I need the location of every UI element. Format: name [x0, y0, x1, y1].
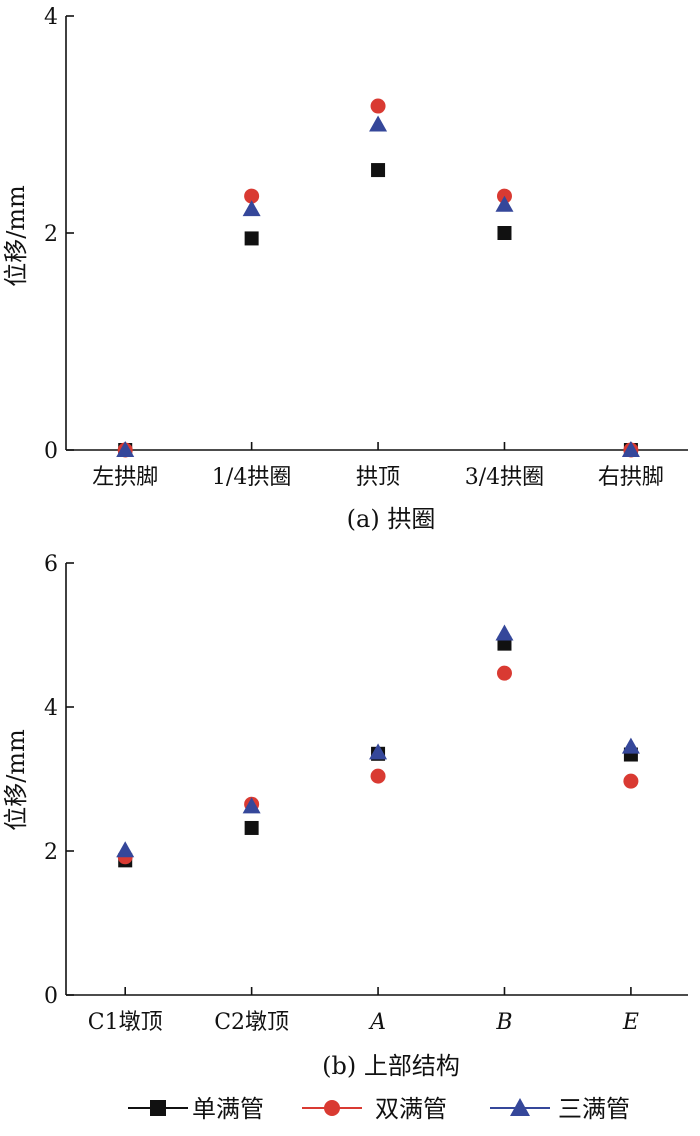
point-a-double-2 — [370, 98, 386, 114]
point-b-triple-3 — [495, 624, 514, 641]
x-tick-label-b-3: B — [495, 1010, 512, 1035]
x-tick-label-a-3: 3/4拱圈 — [465, 465, 544, 490]
point-a-triple-1 — [242, 200, 261, 217]
point-b-triple-2 — [369, 743, 388, 760]
point-a-single-3 — [497, 226, 512, 240]
x-tick-label-b-0: C1墩顶 — [88, 1010, 163, 1035]
point-a-single-2 — [371, 163, 386, 178]
point-b-triple-4 — [621, 737, 640, 754]
legend-marker-circle — [324, 1100, 340, 1116]
point-b-triple-1 — [242, 797, 261, 814]
point-b-double-3 — [496, 665, 512, 681]
point-b-single-1 — [244, 820, 259, 835]
legend-item-double: 双满管 — [302, 1095, 447, 1123]
point-a-triple-2 — [369, 115, 388, 132]
y-axis-title-a: 位移/mm — [2, 185, 30, 287]
x-tick-label-a-0: 左拱脚 — [92, 465, 158, 490]
y-tick-label-b-1: 2 — [44, 840, 58, 865]
legend-label-single: 单满管 — [192, 1095, 264, 1123]
legend-label-double: 双满管 — [375, 1095, 447, 1123]
legend-label-triple: 三满管 — [558, 1095, 630, 1123]
x-tick-label-a-2: 拱顶 — [356, 465, 400, 490]
point-b-double-2 — [370, 768, 386, 784]
x-tick-label-a-1: 1/4拱圈 — [212, 465, 291, 490]
x-tick-label-b-2: A — [368, 1010, 386, 1035]
chart-panel-a: 0 2 4 左拱脚 1/4拱圈 拱顶 3/4拱圈 右拱脚 位移/mm (a) 拱圈 — [2, 5, 688, 533]
y-tick-label-b-0: 0 — [44, 984, 58, 1009]
point-a-triple-4 — [621, 441, 640, 457]
caption-b: (b) 上部结构 — [322, 1052, 460, 1080]
point-a-triple-3 — [495, 195, 514, 212]
legend-marker-square — [150, 1100, 166, 1116]
caption-a: (a) 拱圈 — [347, 505, 436, 533]
point-a-triple-0 — [116, 441, 135, 457]
legend-item-triple: 三满管 — [490, 1095, 630, 1123]
plot-area-b: 0 2 4 6 C1墩顶 C2墩顶 A B E — [44, 552, 688, 1035]
x-tick-label-b-1: C2墩顶 — [214, 1010, 289, 1035]
plot-area-a: 0 2 4 左拱脚 1/4拱圈 拱顶 3/4拱圈 右拱脚 — [44, 5, 688, 490]
y-tick-label-a-2: 4 — [44, 5, 58, 30]
y-tick-label-a-1: 2 — [44, 222, 58, 247]
x-tick-label-a-4: 右拱脚 — [598, 465, 664, 490]
y-tick-label-b-2: 4 — [44, 696, 58, 721]
y-axis-title-b: 位移/mm — [2, 729, 30, 831]
legend-marker-triangle — [510, 1098, 530, 1116]
point-b-triple-0 — [116, 841, 135, 858]
x-tick-label-b-4: E — [622, 1010, 639, 1035]
point-b-double-4 — [623, 773, 639, 789]
legend: 单满管 双满管 三满管 — [128, 1095, 630, 1123]
y-tick-label-b-3: 6 — [44, 552, 58, 577]
chart-panel-b: 0 2 4 6 C1墩顶 C2墩顶 A B E 位移/mm (b) 上部结构 — [2, 552, 688, 1080]
point-a-double-1 — [244, 188, 260, 204]
y-tick-label-a-0: 0 — [44, 439, 58, 464]
point-a-single-1 — [244, 231, 259, 246]
legend-item-single: 单满管 — [128, 1095, 264, 1123]
